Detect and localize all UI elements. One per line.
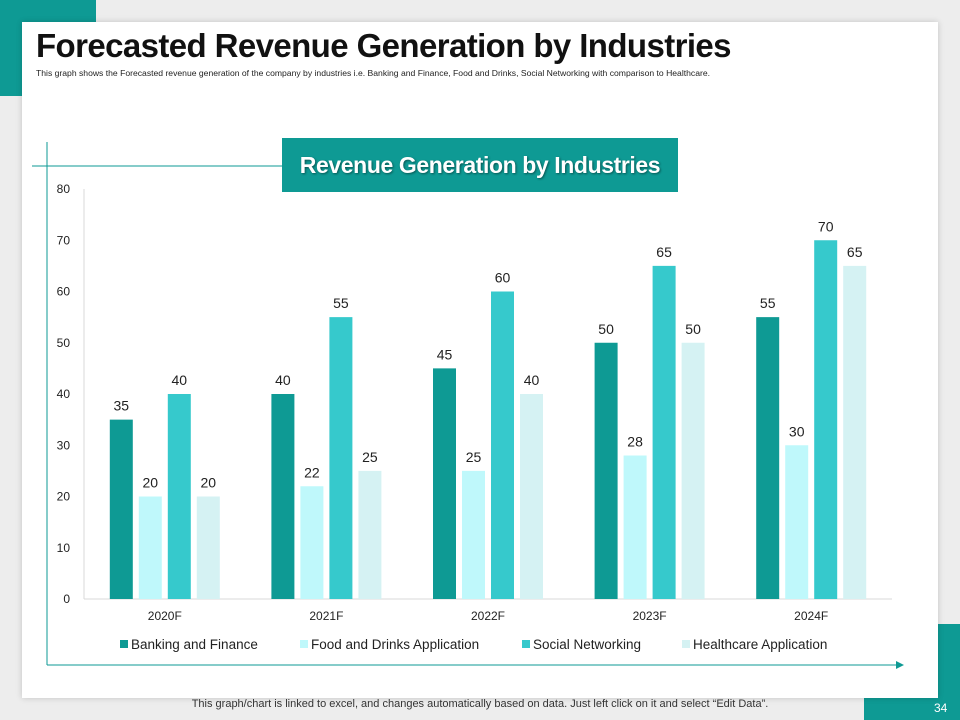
legend-label: Healthcare Application — [693, 637, 827, 652]
data-label: 25 — [362, 449, 378, 465]
bar — [756, 317, 780, 599]
data-label: 28 — [627, 434, 643, 450]
page-subtitle: This graph shows the Forecasted revenue … — [36, 68, 711, 78]
data-label: 50 — [598, 321, 614, 337]
data-label: 25 — [466, 449, 482, 465]
y-tick-label: 0 — [63, 592, 70, 606]
data-label: 40 — [172, 372, 188, 388]
bar — [785, 445, 809, 599]
bar — [462, 470, 485, 599]
x-tick-label: 2021F — [309, 609, 343, 623]
bar — [814, 240, 838, 599]
data-label: 30 — [789, 423, 805, 439]
y-tick-label: 60 — [57, 285, 71, 299]
legend-label: Food and Drinks Application — [311, 637, 479, 652]
data-label: 45 — [437, 346, 453, 362]
y-tick-label: 80 — [57, 182, 71, 196]
bar — [329, 317, 353, 599]
bar — [271, 394, 295, 599]
y-tick-label: 40 — [57, 387, 71, 401]
data-label: 55 — [760, 295, 776, 311]
data-label: 55 — [333, 295, 349, 311]
chart-title: Revenue Generation by Industries — [282, 138, 678, 192]
bar — [433, 368, 456, 599]
bar — [138, 496, 162, 599]
data-label: 40 — [275, 372, 291, 388]
legend-swatch — [522, 640, 530, 648]
data-label: 50 — [685, 321, 701, 337]
x-tick-label: 2024F — [794, 609, 828, 623]
bar — [300, 486, 324, 599]
data-label: 22 — [304, 464, 320, 480]
data-label: 35 — [114, 398, 130, 414]
data-label: 20 — [201, 475, 217, 491]
data-label: 40 — [524, 372, 540, 388]
page-title: Forecasted Revenue Generation by Industr… — [36, 27, 732, 64]
bar — [109, 419, 133, 599]
x-tick-label: 2022F — [471, 609, 505, 623]
legend-label: Banking and Finance — [131, 637, 258, 652]
y-tick-label: 70 — [57, 233, 71, 247]
y-tick-label: 20 — [57, 490, 71, 504]
bar — [520, 394, 543, 599]
data-label: 70 — [818, 218, 834, 234]
legend-swatch — [682, 640, 690, 648]
bar — [358, 470, 382, 599]
bar — [652, 265, 676, 599]
y-tick-label: 50 — [57, 336, 71, 350]
bar — [167, 394, 191, 599]
legend-swatch — [300, 640, 308, 648]
x-tick-label: 2020F — [148, 609, 182, 623]
legend-label: Social Networking — [533, 637, 641, 652]
page-number: 34 — [934, 701, 948, 715]
bar — [681, 342, 705, 599]
data-label: 20 — [143, 475, 159, 491]
footer-note: This graph/chart is linked to excel, and… — [191, 698, 769, 710]
y-tick-label: 10 — [57, 541, 71, 555]
bar — [623, 455, 647, 599]
data-label: 60 — [495, 270, 511, 286]
bar — [491, 291, 514, 599]
data-label: 65 — [847, 244, 863, 260]
legend-swatch — [120, 640, 128, 648]
data-label: 65 — [656, 244, 672, 260]
y-tick-label: 30 — [57, 438, 71, 452]
bar — [196, 496, 220, 599]
x-tick-label: 2023F — [633, 609, 667, 623]
bar — [843, 265, 867, 599]
bar — [594, 342, 618, 599]
